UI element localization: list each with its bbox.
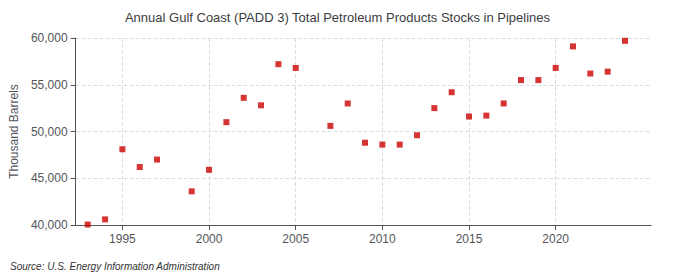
svg-text:2005: 2005: [282, 232, 309, 246]
svg-text:1995: 1995: [109, 232, 136, 246]
svg-text:Source: U.S. Energy Informatio: Source: U.S. Energy Information Administ…: [10, 261, 220, 272]
svg-text:2015: 2015: [456, 232, 483, 246]
svg-text:2010: 2010: [369, 232, 396, 246]
svg-text:45,000: 45,000: [31, 171, 68, 185]
svg-text:55,000: 55,000: [31, 78, 68, 92]
svg-text:60,000: 60,000: [31, 31, 68, 45]
svg-text:2020: 2020: [542, 232, 569, 246]
svg-text:2000: 2000: [196, 232, 223, 246]
svg-text:50,000: 50,000: [31, 125, 68, 139]
svg-text:Annual Gulf Coast (PADD 3) Tot: Annual Gulf Coast (PADD 3) Total Petrole…: [125, 10, 551, 25]
svg-text:40,000: 40,000: [31, 218, 68, 232]
svg-text:Thousand Barrels: Thousand Barrels: [7, 84, 21, 179]
